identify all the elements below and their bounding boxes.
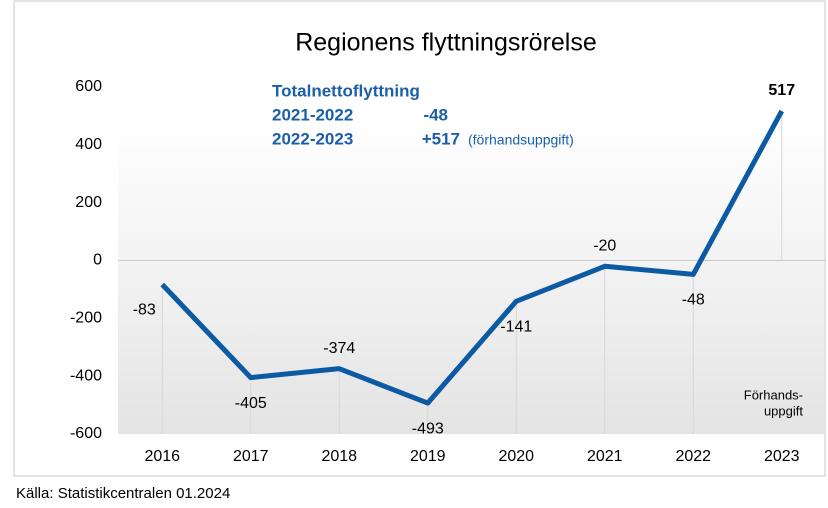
y-tick-label: 0 (93, 252, 102, 269)
data-label: -141 (500, 318, 532, 335)
y-tick-label: 400 (75, 136, 102, 153)
x-tick-label: 2022 (675, 448, 711, 465)
data-label: -493 (412, 420, 444, 437)
x-tick-label: 2023 (764, 448, 800, 465)
y-tick-label: 200 (75, 194, 102, 211)
forecast-note: uppgift (764, 403, 803, 418)
y-tick-label: -400 (70, 367, 102, 384)
x-tick-label: 2019 (410, 448, 446, 465)
x-tick-label: 2021 (587, 448, 623, 465)
plot-background (118, 120, 824, 434)
x-tick-label: 2018 (321, 448, 357, 465)
chart-title: Regionens flyttningsrörelse (295, 29, 597, 57)
y-tick-label: -200 (70, 310, 102, 327)
annotation-period: 2022-2023 (272, 129, 353, 148)
x-tick-label: 2020 (498, 448, 534, 465)
annotation-note: (förhandsuppgift) (468, 132, 574, 148)
data-label: 517 (768, 82, 795, 99)
annotation-period: 2021-2022 (272, 105, 353, 124)
annotation-value: -48 (423, 105, 448, 124)
data-label: -83 (133, 302, 156, 319)
source: Källa: Statistikcentralen 01.2024 (16, 485, 230, 502)
annotation-value: +517 (422, 129, 460, 148)
annotation-heading: Totalnettoflyttning (272, 81, 420, 100)
x-tick-label: 2017 (233, 448, 269, 465)
x-tick-label: 2016 (144, 448, 180, 465)
y-tick-label: 600 (75, 78, 102, 95)
data-label: -48 (682, 292, 705, 309)
forecast-note: Förhands- (744, 387, 803, 402)
y-tick-label: -600 (70, 425, 102, 442)
series-line (160, 109, 784, 406)
data-label: -20 (593, 238, 616, 255)
data-label: -405 (235, 395, 267, 412)
data-label: -374 (323, 340, 355, 357)
